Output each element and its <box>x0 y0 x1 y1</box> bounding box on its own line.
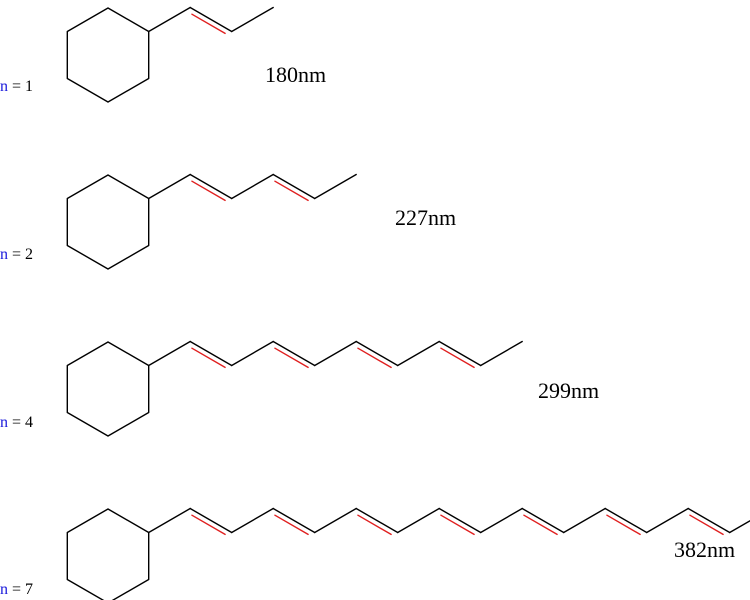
single-bond <box>147 340 191 367</box>
double-bond-pi-line <box>191 13 226 35</box>
n-value-text: = 4 <box>8 414 33 431</box>
double-bond-pi-line <box>191 514 226 536</box>
double-bond-line <box>438 507 482 534</box>
double-bond-pi-line <box>440 514 475 536</box>
double-bond-pi-line <box>357 347 392 369</box>
molecule-row-1: n = 1 180nm <box>0 6 326 103</box>
molecule-structure-1 <box>66 6 274 103</box>
double-bond-line <box>272 340 316 367</box>
n-value-text: = 7 <box>8 581 33 598</box>
single-bond <box>147 173 191 200</box>
single-bond <box>397 507 440 534</box>
double-bond-pi-line <box>523 514 558 536</box>
single-bond <box>480 340 523 367</box>
double-bond-line <box>687 507 731 534</box>
double-bond-pi-line <box>274 180 309 202</box>
molecule-row-3: n = 4 299nm <box>0 340 599 437</box>
double-bond-line <box>521 507 565 534</box>
single-bond <box>230 340 274 367</box>
double-bond-pi-line <box>357 514 392 536</box>
double-bond-line <box>189 507 233 534</box>
cyclohexane-ring <box>66 7 150 103</box>
wavelength-label-2: 227nm <box>395 205 456 230</box>
n-symbol: n <box>0 414 8 431</box>
cyclohexane-ring <box>66 508 150 600</box>
double-bond-pi-line <box>191 180 226 202</box>
single-bond <box>314 507 357 534</box>
molecule-structure-3 <box>66 340 523 437</box>
single-bond <box>147 507 191 534</box>
double-bond-line <box>604 507 648 534</box>
single-bond <box>480 507 523 534</box>
single-bond <box>314 340 357 367</box>
n-label-3: n = 4 <box>0 414 33 431</box>
single-bond <box>729 519 750 534</box>
molecule-structure-4 <box>66 507 750 600</box>
double-bond-pi-line <box>191 347 226 369</box>
double-bond-line <box>438 340 482 367</box>
single-bond <box>646 507 689 534</box>
n-value-text: = 2 <box>8 246 33 263</box>
single-bond <box>314 173 357 200</box>
double-bond-pi-line <box>440 347 475 369</box>
wavelength-label-1: 180nm <box>265 62 326 87</box>
n-value-text: = 1 <box>8 78 33 95</box>
single-bond <box>147 6 191 33</box>
double-bond-line <box>189 173 233 200</box>
n-symbol: n <box>0 581 8 598</box>
double-bond-pi-line <box>274 347 309 369</box>
molecule-row-2: n = 2 227nm <box>0 173 456 270</box>
single-bond <box>230 507 274 534</box>
double-bond-line <box>189 6 233 33</box>
cyclohexane-ring <box>66 174 150 270</box>
n-label-2: n = 2 <box>0 246 33 263</box>
cyclohexane-ring <box>66 341 150 437</box>
molecule-row-4: n = 7 382nm <box>0 507 750 600</box>
double-bond-line <box>355 340 399 367</box>
double-bond-pi-line <box>606 514 641 536</box>
wavelength-label-3: 299nm <box>538 378 599 403</box>
double-bond-pi-line <box>689 514 724 536</box>
double-bond-line <box>272 507 316 534</box>
double-bond-line <box>355 507 399 534</box>
molecule-structure-2 <box>66 173 357 270</box>
wavelength-label-4: 382nm <box>674 537 735 562</box>
n-symbol: n <box>0 78 8 95</box>
single-bond <box>397 340 440 367</box>
n-label-4: n = 7 <box>0 581 33 598</box>
double-bond-line <box>272 173 316 200</box>
n-label-1: n = 1 <box>0 78 33 95</box>
double-bond-pi-line <box>274 514 309 536</box>
double-bond-line <box>189 340 233 367</box>
n-symbol: n <box>0 246 8 263</box>
single-bond <box>230 6 274 33</box>
single-bond <box>563 507 606 534</box>
single-bond <box>230 173 274 200</box>
